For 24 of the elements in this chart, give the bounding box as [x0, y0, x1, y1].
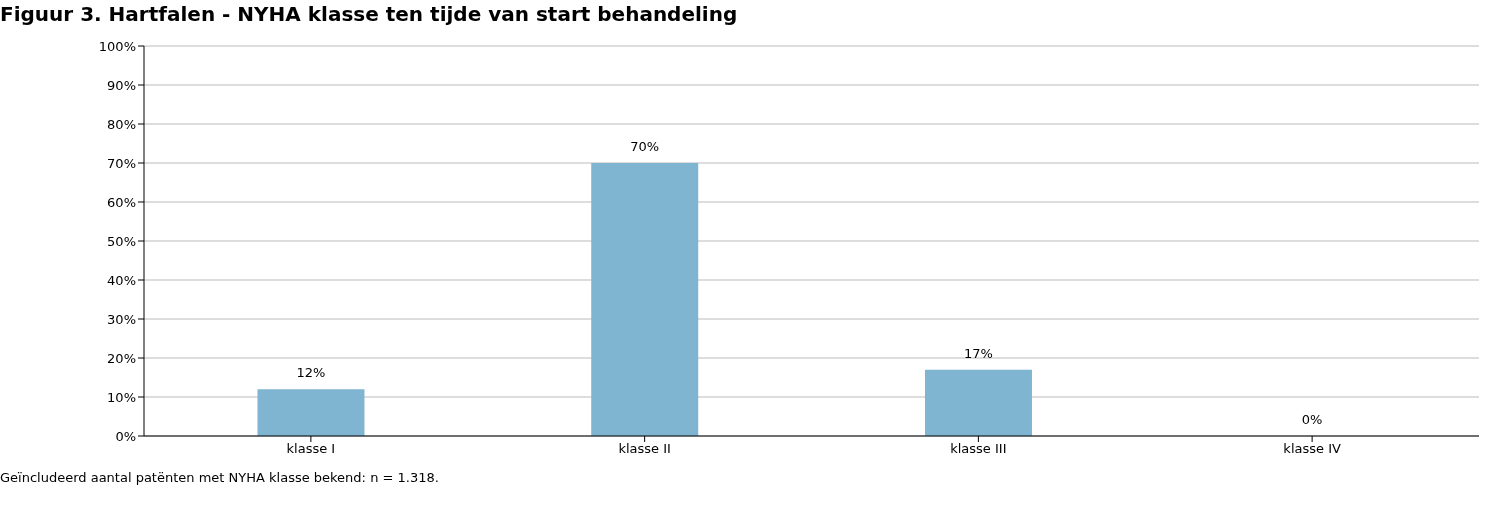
- x-tick-label: klasse III: [950, 441, 1007, 457]
- x-tick-label: klasse IV: [1283, 441, 1341, 457]
- y-tick-label: 10%: [107, 389, 136, 405]
- text: Geïncludeerd aantal patënten met NYHA klasse bekend: n = 1.318.: [0, 470, 440, 485]
- bar: [924, 369, 1032, 436]
- y-tick-label: 90%: [107, 77, 136, 93]
- y-tick-label: 20%: [107, 350, 136, 366]
- x-tick-label: klasse I: [286, 441, 336, 457]
- y-tick-label: 30%: [107, 311, 136, 327]
- chart-title: Figuur 3. Hartfalen - NYHA klasse ten tijde van start behandeling: [0, 2, 739, 26]
- data-label: 12%: [296, 365, 326, 381]
- y-tick-label: 70%: [107, 155, 136, 171]
- bar: [257, 389, 365, 436]
- y-tick-label: 100%: [98, 38, 136, 54]
- data-label: 17%: [963, 345, 993, 361]
- y-tick-label: 60%: [107, 194, 136, 210]
- bar: [591, 163, 699, 436]
- x-tick-label: klasse II: [618, 441, 671, 457]
- y-tick-label: 0%: [115, 428, 136, 444]
- y-tick-label: 80%: [107, 116, 136, 132]
- y-tick-label: 50%: [107, 233, 136, 249]
- data-label: 70%: [630, 139, 660, 154]
- data-label: 0%: [1301, 412, 1323, 427]
- y-tick-label: 40%: [107, 272, 136, 288]
